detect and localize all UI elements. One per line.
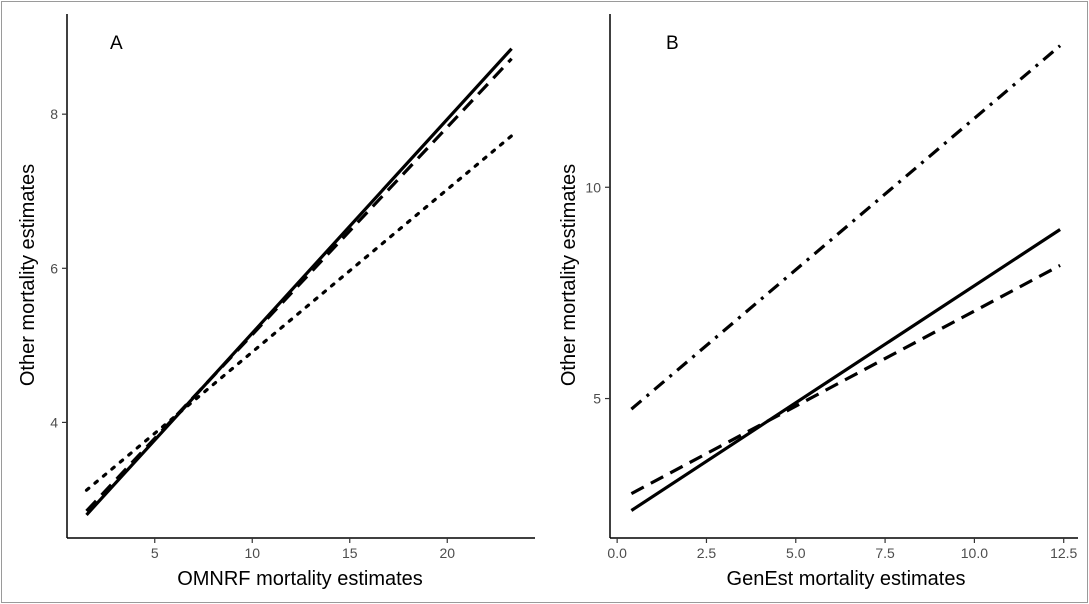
panel-b-y-axis-title: Other mortality estimates	[558, 164, 580, 386]
panel-b-dashdot-line	[630, 44, 1062, 411]
panel-b-x-tick-label: 10.0	[961, 545, 988, 561]
panel-b: B GenEst mortality estimates Other morta…	[558, 14, 1078, 590]
panel-b-x-axis-title: GenEst mortality estimates	[727, 568, 966, 590]
panel-b-x-tick-label: 2.5	[697, 545, 717, 561]
panel-a-solid-line	[85, 47, 513, 516]
panel-a-y-tick-label: 4	[50, 414, 58, 430]
panel-a-x-tick-label: 20	[439, 545, 455, 561]
panel-a-y-tick-label: 6	[50, 260, 58, 276]
panel-b-x-tick-label: 0.0	[607, 545, 627, 561]
panel-a-y-tick-label: 8	[50, 106, 58, 122]
panel-a-x-tick-label: 15	[342, 545, 358, 561]
panel-a-y-axis-title: Other mortality estimates	[17, 164, 39, 386]
panel-b-label: B	[666, 33, 679, 54]
panel-a: A OMNRF mortality estimates Other mortal…	[17, 14, 535, 590]
panel-a-dotted-line	[84, 134, 514, 492]
panel-b-y-tick-label: 5	[593, 391, 601, 407]
panel-b-x-tick-label: 7.5	[875, 545, 895, 561]
panel-a-x-axis-title: OMNRF mortality estimates	[177, 568, 423, 590]
panel-a-dashed-line	[85, 57, 513, 513]
panel-a-x-tick-label: 10	[244, 545, 260, 561]
panel-b-solid-line	[630, 228, 1061, 512]
panel-b-dashed-line	[630, 263, 1061, 496]
panel-b-y-tick-label: 10	[585, 179, 601, 195]
panel-b-x-tick-label: 12.5	[1050, 545, 1077, 561]
panel-a-x-tick-label: 5	[151, 545, 159, 561]
panel-a-label: A	[110, 33, 123, 54]
panel-b-x-tick-label: 5.0	[786, 545, 806, 561]
